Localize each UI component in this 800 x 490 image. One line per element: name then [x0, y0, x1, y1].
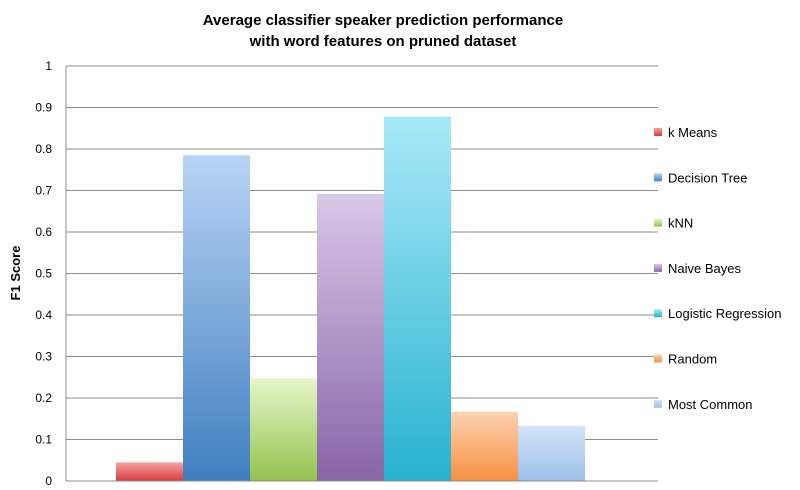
legend-swatch	[654, 173, 662, 182]
y-tick-label: 0.4	[35, 308, 52, 322]
y-tick-label: 0.3	[35, 350, 52, 364]
y-tick-label: 0.9	[35, 101, 52, 115]
bar-k-means	[116, 462, 183, 481]
bar-knn	[250, 378, 317, 481]
legend-label: kNN	[668, 216, 693, 231]
legend-swatch	[654, 354, 662, 363]
y-axis-ticks: 0 0.1 0.2 0.3 0.4 0.5 0.6 0.7 0.8 0.9 1	[35, 59, 52, 488]
chart-title-line-1: Average classifier speaker prediction pe…	[203, 12, 563, 29]
legend-swatch	[654, 218, 662, 227]
y-tick-label: 0.8	[35, 142, 52, 156]
legend-label: Decision Tree	[668, 170, 747, 185]
legend-swatch	[654, 263, 662, 272]
y-tick-label: 1	[45, 59, 52, 73]
y-tick-label: 0	[45, 474, 52, 488]
bar-logistic-regression	[384, 116, 451, 481]
y-axis-label: F1 Score	[8, 246, 23, 301]
legend-swatch	[654, 399, 662, 408]
y-tick-label: 0.2	[35, 391, 52, 405]
legend-swatch	[654, 309, 662, 318]
legend-label: Random	[668, 352, 717, 367]
legend-label: Most Common	[668, 397, 753, 412]
legend-label: Naive Bayes	[668, 261, 741, 276]
y-tick-label: 0.5	[35, 267, 52, 281]
bar-random	[451, 411, 518, 481]
y-tick-label: 0.1	[35, 433, 52, 447]
legend-swatch	[654, 128, 662, 136]
chart-title-line-2: with word features on pruned dataset	[249, 33, 517, 50]
bars	[116, 116, 585, 481]
bar-naive-bayes	[317, 193, 384, 481]
y-tick-label: 0.6	[35, 225, 52, 239]
legend-label: k Means	[668, 125, 718, 140]
legend: k Means Decision Tree kNN Naive Bayes Logist…	[654, 125, 781, 412]
bar-most-common	[518, 425, 585, 481]
y-tick-label: 0.7	[35, 184, 52, 198]
legend-label: Logistic Regression	[668, 306, 781, 321]
bar-decision-tree	[183, 155, 250, 481]
